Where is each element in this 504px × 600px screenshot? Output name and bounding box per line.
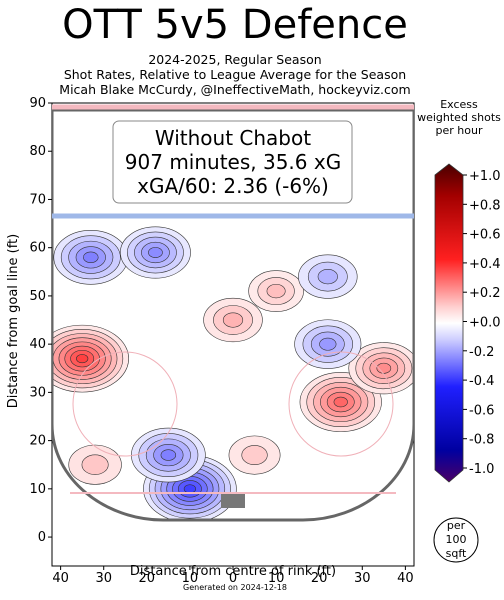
heat-region-10 <box>120 226 191 279</box>
x-tick-label: 40 <box>52 571 69 586</box>
x-tick-label: 0 <box>229 571 237 586</box>
heat-region-9 <box>53 230 129 285</box>
heat-contour <box>317 269 338 285</box>
chart-title: OTT 5v5 Defence <box>62 2 408 48</box>
x-axis-ticks: 40 30 20 10 0 10 20 30 40 <box>52 566 414 586</box>
colorbar-title: Excess weighted shots per hour <box>417 98 501 137</box>
y-tick-label: 60 <box>29 241 46 256</box>
heat-region-5 <box>68 444 122 485</box>
heat-contour <box>148 247 163 258</box>
heat-region-1 <box>299 372 382 432</box>
colorbar-tick-label: -0.2 <box>469 345 494 360</box>
heat-contour <box>81 454 109 475</box>
heat-region-12 <box>298 254 358 299</box>
colorbar-tick-label: +0.0 <box>469 316 501 331</box>
per-badge-line-3: sqft <box>446 547 467 560</box>
y-tick-label: 0 <box>38 530 46 545</box>
x-tick-label: 10 <box>268 571 285 586</box>
y-tick-label: 10 <box>29 482 46 497</box>
colorbar-tick-label: +0.6 <box>469 228 501 243</box>
heat-contour <box>319 337 337 351</box>
heatmap-layer <box>52 226 414 520</box>
per-area-badge <box>433 517 479 563</box>
per-badge-line-1: per <box>447 519 466 532</box>
y-axis-label: Distance from goal line (ft) <box>6 234 21 408</box>
y-axis-ticks: 0 10 20 30 40 50 60 70 80 90 <box>29 96 52 545</box>
x-tick-label: 30 <box>95 571 112 586</box>
info-box <box>112 120 353 204</box>
info-line-player: Without Chabot <box>155 126 311 150</box>
goal-net <box>221 494 245 508</box>
heat-contour <box>333 396 348 408</box>
heat-region-3 <box>203 297 263 343</box>
colorbar-tick-label: +0.4 <box>469 257 501 272</box>
rink-boards <box>52 108 414 522</box>
x-tick-label: 10 <box>182 571 199 586</box>
colorbar-tick-label: -0.4 <box>469 374 494 389</box>
y-tick-label: 30 <box>29 385 46 400</box>
colorbar-tick-label: -1.0 <box>469 462 494 477</box>
y-tick-label: 40 <box>29 337 46 352</box>
y-tick-label: 70 <box>29 192 46 207</box>
x-tick-label: 20 <box>139 571 156 586</box>
heat-contour <box>160 449 177 461</box>
heat-contour <box>241 445 268 465</box>
x-tick-label: 40 <box>397 571 414 586</box>
y-tick-label: 90 <box>29 96 46 111</box>
y-tick-label: 20 <box>29 434 46 449</box>
heat-contour <box>376 362 392 374</box>
colorbar <box>434 163 464 483</box>
generated-date: Generated on 2024-12-18 <box>183 583 287 592</box>
x-tick-label: 30 <box>354 571 371 586</box>
faceoff-circle-left <box>72 351 178 457</box>
heat-region-6 <box>228 435 281 475</box>
heat-region-4 <box>248 270 304 312</box>
y-tick-label: 80 <box>29 144 46 159</box>
colorbar-tick-label: -0.6 <box>469 403 494 418</box>
info-line-xga: xGA/60: 2.36 (-6%) <box>137 174 329 198</box>
heat-contour <box>83 251 99 264</box>
chart-subtitle-description: Shot Rates, Relative to League Average f… <box>63 67 407 82</box>
heat-contour <box>76 354 89 364</box>
y-tick-label: 50 <box>29 289 46 304</box>
info-line-minutes: 907 minutes, 35.6 xG <box>125 150 341 174</box>
chart-subtitle-author: Micah Blake McCurdy, @IneffectiveMath, h… <box>59 82 411 97</box>
x-tick-label: 20 <box>311 571 328 586</box>
chart-subtitle-season: 2024-2025, Regular Season <box>148 52 322 67</box>
heat-contour <box>266 283 286 299</box>
faceoff-circle-right <box>288 351 394 457</box>
heat-region-8 <box>131 427 206 483</box>
colorbar-tick-label: +0.2 <box>469 286 501 301</box>
heat-contour <box>222 312 244 328</box>
heat-contour <box>183 484 197 494</box>
colorbar-tick-label: +0.8 <box>469 198 501 213</box>
heat-region-0 <box>52 324 129 393</box>
colorbar-tick-label: +1.0 <box>469 169 501 184</box>
heat-region-2 <box>348 342 414 395</box>
colorbar-tick-label: -0.8 <box>469 433 494 448</box>
per-badge-line-2: 100 <box>446 533 467 546</box>
colorbar-ticks: +1.0 +0.8 +0.6 +0.4 +0.2 +0.0 -0.2 -0.4 -0.6 -0.8… <box>463 169 501 477</box>
heat-region-11 <box>294 319 362 369</box>
x-axis-label: Distance from centre of rink (ft) <box>130 564 336 579</box>
